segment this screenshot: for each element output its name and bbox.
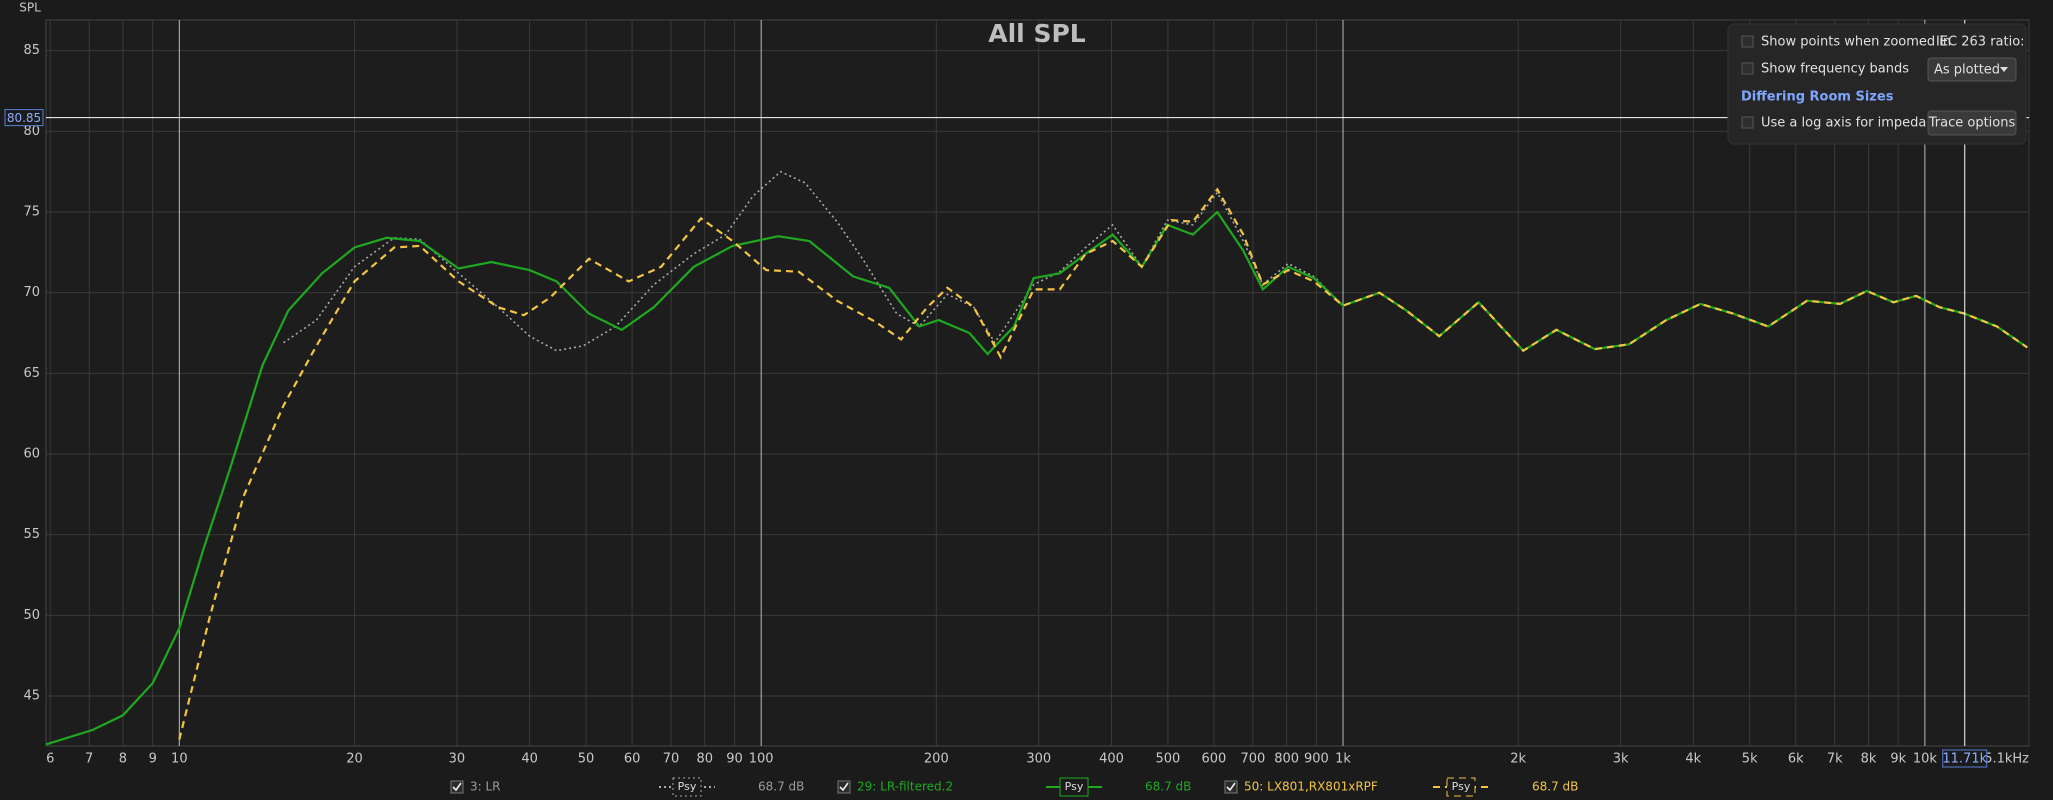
chart-title: All SPL xyxy=(988,19,1086,48)
legend-checkbox[interactable] xyxy=(1224,780,1238,794)
x-tick-label: 9 xyxy=(149,752,157,767)
legend-name: 50: LX801,RX801xRPF xyxy=(1244,780,1378,794)
smoothing-label: Psy xyxy=(1452,780,1471,793)
x-tick-label: 10 xyxy=(171,752,188,767)
smoothing-label: Psy xyxy=(1065,780,1084,793)
legend-name: 3: LR xyxy=(470,780,501,794)
y-tick-label: 50 xyxy=(23,608,40,623)
option-label: Use a log axis for impedance xyxy=(1761,116,1950,131)
smoothing-box[interactable] xyxy=(672,777,702,797)
cursor-x-label: 11.71k xyxy=(1942,752,1987,767)
legend-checkbox[interactable] xyxy=(450,780,464,794)
x-tick-label: 800 xyxy=(1274,752,1299,767)
smoothing-box[interactable] xyxy=(1446,777,1476,797)
x-tick-label: 3k xyxy=(1613,752,1629,767)
x-tick-label: 60 xyxy=(624,752,641,767)
dropdown[interactable] xyxy=(1927,57,2017,82)
x-tick-label: 200 xyxy=(924,752,949,767)
x-tick-label: 500 xyxy=(1155,752,1180,767)
dropdown-value: As plotted xyxy=(1934,63,2000,78)
x-tick-label: 20 xyxy=(346,752,363,767)
plot-area xyxy=(45,19,2030,747)
y-tick-label: 75 xyxy=(23,204,40,219)
x-tick-label: 700 xyxy=(1240,752,1265,767)
legend: 3: LR Psy 68.7 dB 29: LR-filtered.2 Psy 68.7 … xyxy=(450,777,1578,797)
dropdown-arrow xyxy=(2000,67,2008,72)
x-tick-label: 70 xyxy=(663,752,680,767)
x-tick-label: 10k xyxy=(1913,752,1938,767)
x-tick-label: 400 xyxy=(1099,752,1124,767)
cursor-label-box xyxy=(1942,749,1988,768)
option-label: Show points when zoomed in xyxy=(1761,35,1951,50)
x-tick-label: 8 xyxy=(119,752,127,767)
y-tick-label: 60 xyxy=(23,446,40,461)
checkbox[interactable] xyxy=(1741,35,1754,48)
x-tick-label: 6k xyxy=(1788,752,1804,767)
x-tick-label: 15.1kHz xyxy=(1976,752,2029,767)
checkbox[interactable] xyxy=(1741,62,1754,75)
trace-line xyxy=(283,170,1344,352)
x-tick-label: 900 xyxy=(1304,752,1329,767)
x-tick-label: 30 xyxy=(449,752,466,767)
x-tick-label: 80 xyxy=(697,752,714,767)
y-axis-label: SPL xyxy=(19,1,41,15)
legend-checkbox[interactable] xyxy=(837,780,851,794)
check-mark xyxy=(452,782,462,792)
x-tick-label: 5k xyxy=(1742,752,1758,767)
check-mark xyxy=(1226,782,1236,792)
checkbox[interactable] xyxy=(1741,116,1754,129)
y-tick-label: 55 xyxy=(23,527,40,542)
x-tick-label: 50 xyxy=(578,752,595,767)
legend-name: 29: LR-filtered.2 xyxy=(857,780,953,794)
x-tick-label: 600 xyxy=(1202,752,1227,767)
x-tick-label: 4k xyxy=(1685,752,1701,767)
legend-level: 68.7 dB xyxy=(1532,780,1578,794)
grid: 45 50 55 60 65 70 75 80 85 6 7 8 9 10 20 30 40 50 60 70 80 90… xyxy=(23,20,2030,767)
option-label: Show frequency bands xyxy=(1761,62,1909,77)
options-panel: Show points when zoomed in Show frequenc… xyxy=(1727,23,2027,145)
smoothing-label: Psy xyxy=(678,780,697,793)
y-tick-label: 80 xyxy=(23,124,40,139)
iec-label: IEC 263 ratio: xyxy=(1936,35,2025,50)
y-tick-label: 45 xyxy=(23,688,40,703)
button-label: Trace options xyxy=(1928,116,2016,131)
button[interactable] xyxy=(1927,110,2017,136)
trace-line xyxy=(46,210,2028,746)
x-tick-label: 7 xyxy=(85,752,93,767)
x-tick-label: 40 xyxy=(521,752,538,767)
y-tick-label: 85 xyxy=(23,43,40,58)
x-tick-label: 90 xyxy=(726,752,743,767)
x-tick-label: 2k xyxy=(1510,752,1526,767)
y-tick-label: 65 xyxy=(23,366,40,381)
legend-level: 68.7 dB xyxy=(758,780,804,794)
legend-level: 68.7 dB xyxy=(1145,780,1191,794)
smoothing-box[interactable] xyxy=(1059,777,1089,797)
room-sizes-link[interactable]: Differing Room Sizes xyxy=(1741,90,1894,105)
x-tick-label: 300 xyxy=(1026,752,1051,767)
x-tick-label: 8k xyxy=(1861,752,1877,767)
trace-line xyxy=(178,187,2028,740)
x-tick-label: 7k xyxy=(1827,752,1843,767)
x-tick-label: 1k xyxy=(1335,752,1351,767)
x-tick-label: 6 xyxy=(46,752,54,767)
x-tick-label: 100 xyxy=(749,752,774,767)
y-tick-label: 70 xyxy=(23,285,40,300)
x-tick-label: 9k xyxy=(1890,752,1906,767)
cursor-y-label: 80.85 xyxy=(7,111,41,125)
check-mark xyxy=(839,782,849,792)
cursor-label-box xyxy=(4,109,44,127)
